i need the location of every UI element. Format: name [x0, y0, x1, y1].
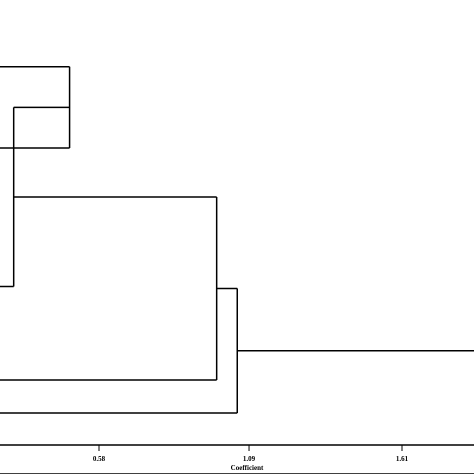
- x-tick-label-2: 1.61: [396, 455, 409, 463]
- dendrogram-links: [0, 66, 474, 474]
- x-axis-title: Coefficient: [231, 464, 264, 472]
- x-tick-label-1: 1.09: [243, 455, 256, 463]
- merge-m10: [0, 349, 474, 474]
- merge-m9: [0, 287, 239, 414]
- x-tick-label-0: 0.58: [93, 455, 106, 463]
- x-axis-ticks: 0.58 1.09 1.61: [93, 445, 409, 463]
- merge-m8: [0, 196, 218, 381]
- x-axis: 0.58 1.09 1.61 Coefficient: [0, 444, 474, 472]
